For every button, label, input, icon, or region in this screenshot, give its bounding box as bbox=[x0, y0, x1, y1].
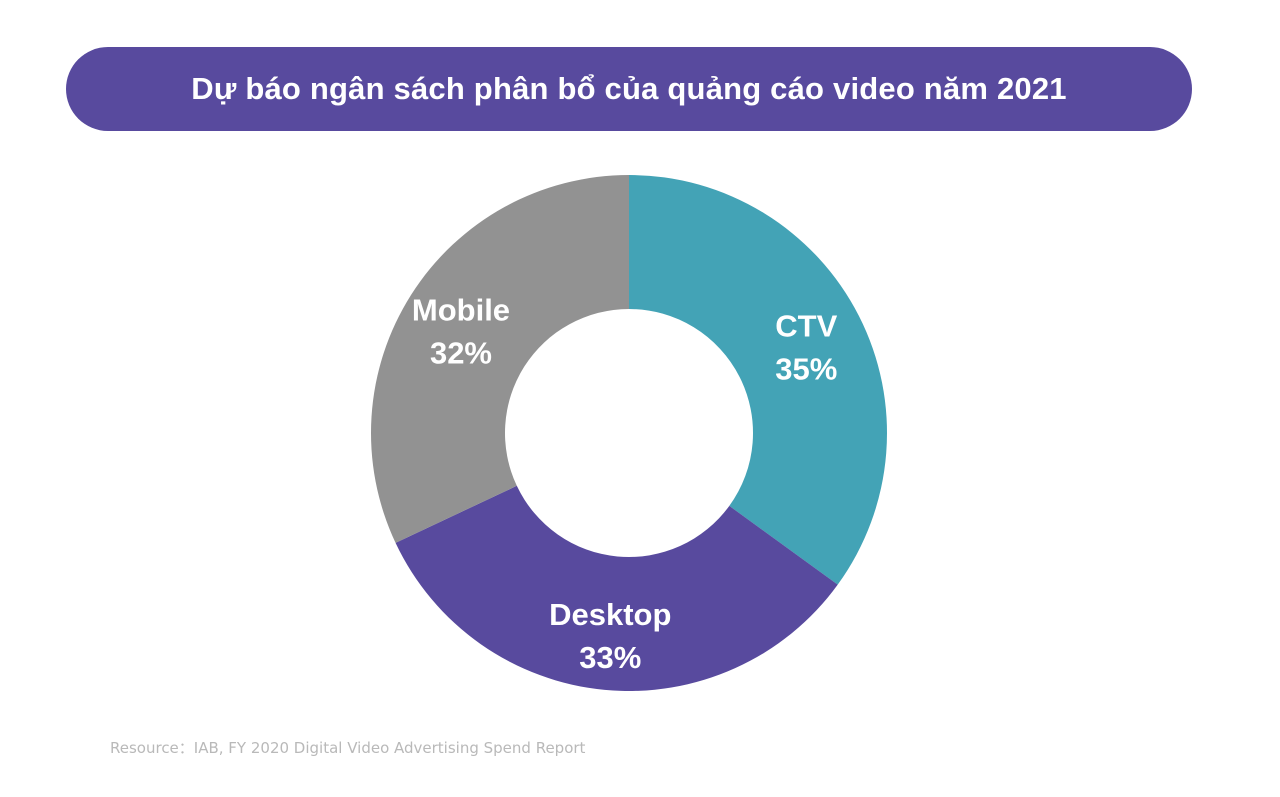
chart-title: Dự báo ngân sách phân bổ của quảng cáo v… bbox=[191, 71, 1067, 106]
slice-value-ctv: 35% bbox=[775, 352, 837, 387]
chart-title-bar: Dự báo ngân sách phân bổ của quảng cáo v… bbox=[66, 47, 1192, 131]
slice-value-mobile: 32% bbox=[430, 335, 492, 370]
slice-label-desktop: Desktop bbox=[549, 597, 671, 632]
slice-ctv bbox=[629, 175, 887, 585]
slice-label-mobile: Mobile bbox=[412, 292, 510, 327]
slice-mobile bbox=[370, 175, 629, 543]
donut-slices bbox=[370, 175, 887, 691]
slice-desktop bbox=[395, 485, 838, 691]
slice-label-ctv: CTV bbox=[775, 309, 837, 344]
donut-labels: CTV 35% Desktop 33% Mobile 32% bbox=[412, 292, 838, 675]
slice-value-desktop: 33% bbox=[579, 640, 641, 675]
source-note: Resource：IAB, FY 2020 Digital Video Adve… bbox=[110, 739, 586, 757]
